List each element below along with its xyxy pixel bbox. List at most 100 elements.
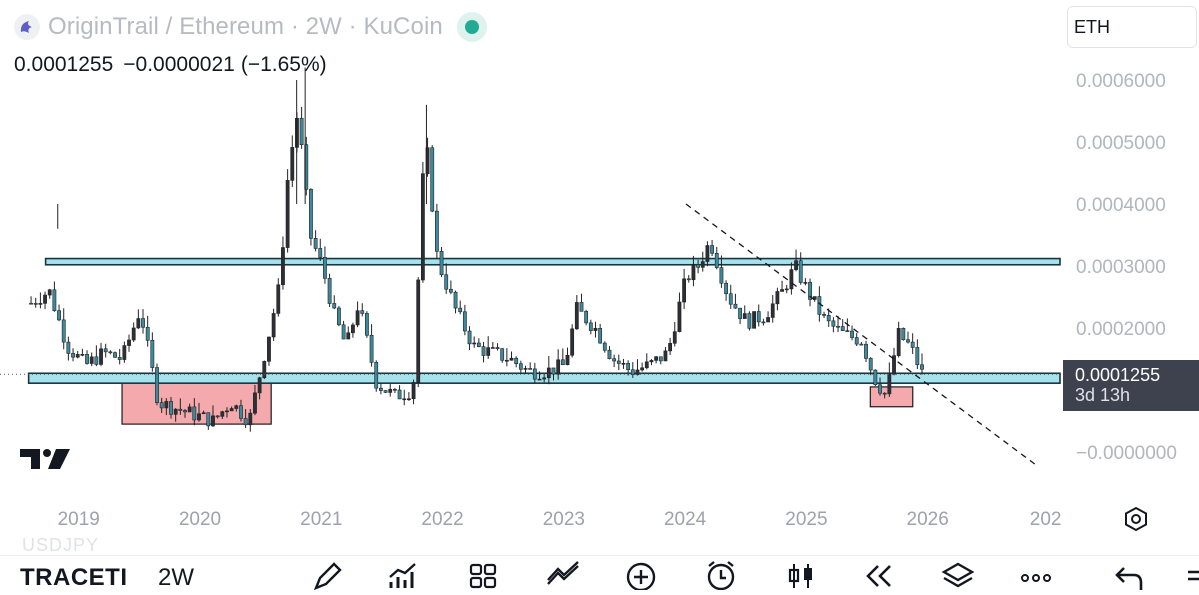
x-tick-label: 202 [1030, 509, 1062, 530]
x-tick-label: 2025 [785, 509, 827, 530]
symbol-logo-icon[interactable] [14, 14, 40, 40]
candle-body [490, 347, 495, 349]
y-tick-label: −0.0000000 [1076, 443, 1177, 464]
candle-body [61, 319, 66, 343]
candle-body [225, 410, 229, 413]
pen-icon[interactable] [308, 560, 344, 591]
candle-body [290, 147, 295, 181]
currency-select[interactable]: ETH [1067, 6, 1197, 48]
candle-body [476, 342, 481, 347]
candle-body [854, 337, 859, 345]
candle-body [738, 307, 742, 319]
candle-body [859, 343, 864, 346]
candle-body [434, 210, 439, 252]
candle-body [588, 322, 593, 331]
settings-icon[interactable] [1122, 505, 1150, 533]
candle-body [117, 357, 122, 360]
candle-body [686, 278, 691, 281]
candle-body [500, 348, 505, 361]
menu-icon[interactable] [1182, 560, 1199, 590]
candle-body [593, 327, 598, 331]
candle-body [644, 361, 649, 369]
candle-body [374, 362, 379, 389]
indicators-icon[interactable] [385, 560, 421, 590]
layers-icon[interactable] [940, 560, 976, 590]
timeframe-label[interactable]: 2W [158, 564, 194, 591]
candle-body [514, 357, 519, 365]
candle-body [341, 324, 346, 340]
candle-body [271, 313, 276, 338]
candle-body [551, 367, 556, 375]
candle-body [462, 311, 467, 332]
candle-body [719, 267, 724, 284]
candle-body [826, 315, 831, 322]
candle-body [29, 302, 33, 305]
candle-body [276, 284, 281, 314]
candle-body [752, 311, 756, 329]
candle-body [327, 278, 332, 304]
candle-body [682, 278, 687, 303]
candle-body [714, 252, 719, 268]
candle-body [472, 342, 477, 345]
candle-body [239, 405, 243, 419]
x-tick-label: 2023 [543, 509, 585, 530]
candle-body [780, 289, 784, 292]
candle-body [584, 311, 589, 324]
candle-body [38, 303, 43, 305]
candle-body [537, 378, 542, 381]
candle-body [192, 406, 197, 421]
ohlc-readout: 0.0001255 −0.0000021 (−1.65%) [14, 53, 327, 77]
candle-body [626, 363, 631, 371]
candle-body [108, 351, 113, 354]
candle-body [481, 346, 486, 356]
candle-body [565, 354, 570, 366]
candle-body [668, 343, 673, 352]
candle-body [145, 326, 150, 341]
candle-body [784, 288, 789, 291]
candles-icon[interactable] [783, 560, 819, 590]
candle-body [570, 328, 575, 356]
candle-body [677, 301, 682, 332]
candle-body [234, 405, 239, 409]
replay-icon[interactable] [860, 560, 896, 590]
more-icon[interactable] [1018, 560, 1054, 590]
bar-countdown: 3d 13h [1075, 385, 1131, 405]
candle-body [173, 408, 178, 415]
candle-body [346, 332, 351, 340]
candle-body [504, 359, 509, 362]
dashed-trendline [685, 203, 1036, 465]
candle-body [878, 384, 882, 394]
candle-body [99, 348, 103, 365]
x-tick-label: 2020 [179, 509, 221, 530]
candle-body [803, 282, 808, 284]
candle-body [523, 368, 528, 370]
candle-body [467, 330, 472, 345]
alert-icon[interactable] [703, 560, 739, 591]
candle-body [518, 363, 523, 370]
y-tick-label: 0.0006000 [1076, 71, 1166, 92]
candle-body [528, 368, 533, 370]
candle-body [439, 251, 444, 276]
price-chart[interactable]: 0.0006000 0.0005000 0.0004000 0.0003000 0.00… [0, 0, 1199, 555]
candle-body [896, 328, 901, 356]
candle-body [612, 358, 617, 362]
candle-body [351, 324, 355, 334]
candle-body [868, 358, 873, 371]
candle-body [281, 247, 285, 286]
y-tick-label: 0.0004000 [1076, 195, 1166, 216]
candle-body [187, 406, 192, 413]
add-icon[interactable] [623, 560, 659, 592]
candle-body [747, 313, 752, 329]
symbol-title[interactable]: OriginTrail / Ethereum · 2W · KuCoin [48, 13, 443, 40]
candle-body [448, 288, 453, 293]
layouts-icon[interactable] [465, 560, 501, 590]
candle-body [598, 327, 603, 344]
candle-body [836, 325, 840, 328]
candle-body [248, 412, 253, 426]
accumulation-box [121, 381, 272, 425]
trend-icon[interactable] [545, 560, 581, 590]
undo-icon[interactable] [1112, 560, 1148, 590]
symbol-label[interactable]: TRACETI [20, 564, 128, 591]
candle-body [654, 356, 659, 361]
candle-body [420, 173, 425, 281]
